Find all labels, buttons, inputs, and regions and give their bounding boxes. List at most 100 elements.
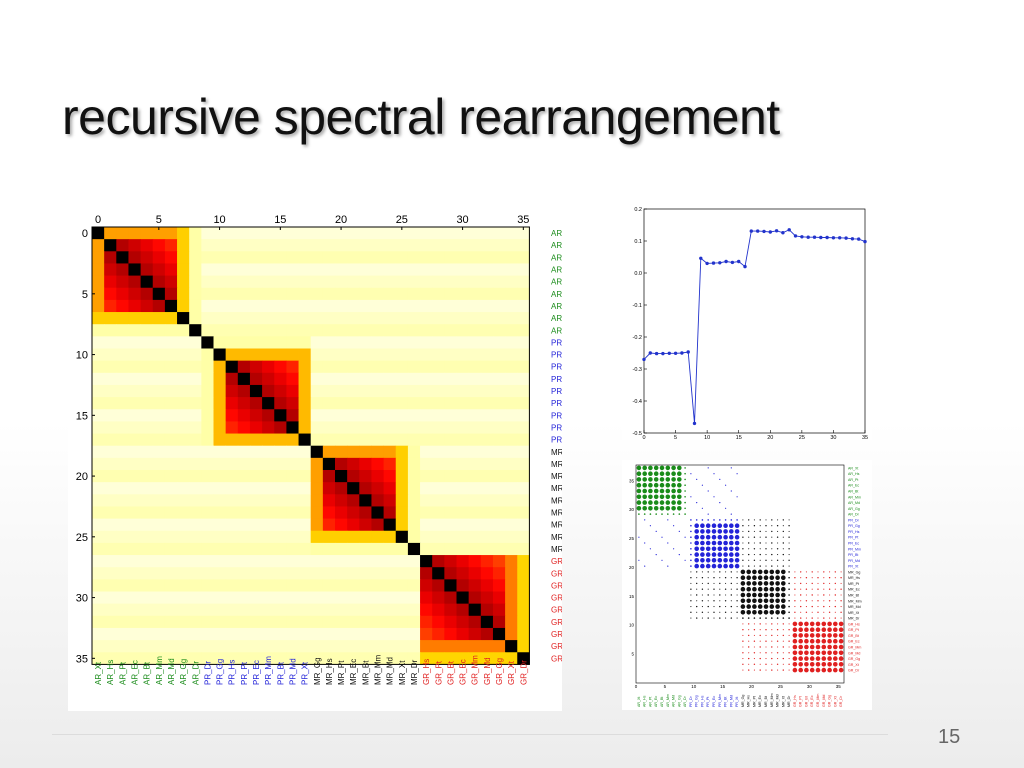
dot-matrix-point xyxy=(636,465,642,471)
heatmap-cell xyxy=(456,591,470,605)
heatmap-cell xyxy=(335,433,348,447)
heatmap-cell xyxy=(517,542,530,556)
heatmap-cell xyxy=(152,239,166,252)
heatmap-cell xyxy=(468,555,482,568)
heatmap-cell xyxy=(298,579,312,592)
dot-matrix-point xyxy=(746,610,751,615)
dot-row-label: PR_Ec xyxy=(848,542,859,546)
heatmap-cell xyxy=(164,591,178,605)
heatmap-cell xyxy=(310,627,324,641)
heatmap-row-label: AR_Bt xyxy=(551,278,562,287)
dot-matrix-point xyxy=(757,569,763,575)
dot-row-label: PR_Hs xyxy=(848,530,860,534)
heatmap-cell xyxy=(517,640,530,653)
dot-row-label: GR_Md xyxy=(848,651,860,655)
heatmap-cell xyxy=(480,567,494,580)
heatmap-cell xyxy=(492,275,506,289)
heatmap-cell xyxy=(420,482,433,495)
heatmap-cell xyxy=(371,348,384,362)
heatmap-cell xyxy=(347,494,360,507)
eigenvector-point xyxy=(756,229,760,233)
dot-matrix-point xyxy=(788,588,790,590)
heatmap-cell xyxy=(322,299,336,313)
eigenvector-point xyxy=(850,237,855,241)
dot-matrix-point xyxy=(648,500,653,505)
heatmap-cell xyxy=(237,251,251,264)
heatmap-cell xyxy=(189,336,202,349)
heatmap-cell xyxy=(371,409,384,422)
heatmap-cell xyxy=(140,627,154,641)
heatmap-cell xyxy=(444,239,457,252)
heatmap-row-label: AR_Gg xyxy=(551,314,562,323)
heatmap-cell xyxy=(274,299,287,313)
heatmap-cell xyxy=(298,239,312,252)
dot-matrix-point xyxy=(730,605,732,608)
line-x-tick-label: 0 xyxy=(642,435,645,440)
heatmap-cell xyxy=(505,445,518,459)
heatmap-cell xyxy=(116,530,129,544)
heatmap-cell xyxy=(347,227,360,240)
dot-matrix-point xyxy=(713,617,715,619)
heatmap-cell xyxy=(128,579,141,592)
heatmap-cell xyxy=(213,494,227,507)
heatmap-cell xyxy=(371,542,384,556)
heatmap-cell xyxy=(164,251,178,264)
heatmap-cell xyxy=(177,518,190,532)
dot-matrix-point xyxy=(684,484,686,486)
heatmap-cell xyxy=(237,579,251,592)
dot-matrix-point xyxy=(748,525,750,527)
heatmap-cell xyxy=(177,506,190,519)
heatmap-cell xyxy=(492,397,506,410)
dot-matrix-point xyxy=(765,519,767,521)
dot-matrix-point xyxy=(781,581,786,586)
heatmap-cell xyxy=(456,263,470,276)
dot-matrix-point xyxy=(649,513,652,515)
heatmap-cell xyxy=(201,372,214,386)
heatmap-cell xyxy=(201,239,214,252)
dot-matrix-point xyxy=(742,559,744,561)
heatmap-cell xyxy=(383,652,397,665)
eigenvector-point xyxy=(781,231,785,235)
heatmap-cell xyxy=(225,433,239,447)
heatmap-cell xyxy=(517,457,530,471)
dot-matrix-point xyxy=(742,646,744,648)
dot-matrix-point xyxy=(752,604,757,609)
dot-matrix-point xyxy=(833,650,838,656)
heatmap-cell xyxy=(140,251,154,264)
dot-matrix-point xyxy=(742,634,744,636)
line-y-tick-label: -0.4 xyxy=(633,399,642,405)
heatmap-cell xyxy=(432,591,445,605)
heatmap-cell xyxy=(298,555,312,568)
dot-matrix-point xyxy=(838,638,844,644)
heatmap-cell xyxy=(432,457,445,471)
heatmap-cell xyxy=(189,275,202,289)
heatmap-cell xyxy=(274,287,287,301)
heatmap-cell xyxy=(310,482,324,495)
dot-matrix-point xyxy=(823,594,825,596)
eigenvector-point xyxy=(857,237,861,241)
heatmap-cell xyxy=(322,445,336,459)
dot-row-label: PR_Xt xyxy=(848,565,858,569)
heatmap-cell xyxy=(92,275,105,289)
heatmap-cell xyxy=(152,397,166,410)
dot-matrix-point xyxy=(748,542,750,544)
heatmap-row-label: MR_Gg xyxy=(551,448,562,457)
heatmap-cell xyxy=(322,470,336,483)
heatmap-cell xyxy=(249,445,263,459)
heatmap-cell xyxy=(456,324,470,337)
dot-matrix-point xyxy=(690,559,692,562)
eigenvector-line-plot: 0.20.10.0-0.1-0.2-0.3-0.4-0.50 5 10 15 20 25 3… xyxy=(633,207,869,441)
heatmap-cell xyxy=(225,627,239,641)
dot-matrix-point xyxy=(782,525,784,527)
heatmap-cell xyxy=(237,433,251,447)
dot-matrix-point xyxy=(840,606,842,608)
heatmap-cell xyxy=(407,312,421,325)
dot-matrix-point xyxy=(771,565,773,567)
heatmap-cell xyxy=(407,627,421,641)
heatmap-cell xyxy=(177,372,190,386)
dot-matrix-point xyxy=(775,592,780,598)
heatmap-cell xyxy=(505,421,518,434)
heatmap-cell xyxy=(140,567,154,580)
heatmap-cell xyxy=(395,397,409,410)
dot-x-tick-label: 20 xyxy=(749,684,755,689)
